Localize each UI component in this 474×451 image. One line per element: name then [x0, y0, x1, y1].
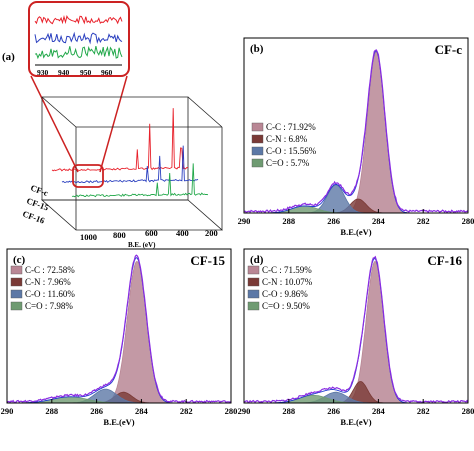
legend-swatch — [10, 289, 23, 299]
x-tick-label: 200 — [205, 228, 218, 238]
inset-tick-label: 930 — [37, 68, 49, 77]
box-edge — [41, 96, 77, 128]
legend-entry: C-C : 71.92% — [266, 122, 316, 132]
spectrum-cf-15 — [61, 145, 199, 184]
x-tick-label: 1000 — [80, 232, 97, 242]
panel-letter: (c) — [13, 254, 26, 266]
measured-spectrum — [7, 254, 231, 403]
x-tick-label: 282 — [180, 406, 193, 416]
depth-label-cf-c: CF-c — [29, 182, 49, 198]
panel-letter: (d) — [250, 254, 264, 266]
legend-entry: C-C : 72.58% — [25, 265, 75, 275]
x-tick-label: 286 — [327, 216, 340, 226]
inset-trace-cf-15 — [34, 31, 123, 45]
x-axis-title: B.E.(eV) — [340, 227, 371, 237]
spectrum-cf-c — [51, 108, 189, 172]
component-peak-c-c — [7, 261, 231, 403]
x-tick-label: 290 — [238, 406, 251, 416]
x-axis-title: B.E.(eV) — [340, 417, 371, 427]
legend-entry: C-N : 7.96% — [25, 277, 71, 287]
3d-plot-box — [40, 96, 224, 231]
legend-swatch — [10, 277, 23, 287]
inset-tick-label: 940 — [58, 68, 70, 77]
panel-a-letter: (a) — [2, 51, 15, 63]
component-peak-c-o — [7, 388, 231, 403]
panel-c: 290 288 286 284 282 280 B.E.(eV) (c) CF-15 C-C : … — [1, 248, 238, 427]
x-tick-label: 288 — [282, 406, 295, 416]
plot-area — [244, 255, 468, 403]
legend-entry: C=O : 7.98% — [25, 301, 73, 311]
plot-frame — [243, 248, 469, 404]
panel-d: 290 288 286 284 282 280 B.E.(eV) (d) CF-16 C-C : … — [238, 248, 474, 427]
box-back-face — [41, 96, 189, 201]
legend-entry: C-C : 71.59% — [262, 265, 312, 275]
sample-title: CF-16 — [427, 253, 462, 268]
plot-area — [244, 49, 468, 213]
x-tick-label: 400 — [176, 228, 189, 238]
x-tick-label: 288 — [282, 216, 295, 226]
x-tick-label: 286 — [327, 406, 340, 416]
plot-frame — [243, 37, 469, 214]
inset-tick-label: 960 — [101, 68, 113, 77]
measured-spectrum — [244, 255, 468, 403]
inset-trace-cf-16 — [34, 45, 123, 60]
legend-swatch — [10, 301, 23, 311]
legend-swatch — [247, 277, 260, 287]
component-peak-c-o — [244, 184, 468, 213]
legend-swatch — [251, 158, 264, 168]
legend-entry: C-N : 6.8% — [266, 134, 308, 144]
inset-tick-label: 950 — [80, 68, 92, 77]
spectrum-cf-16 — [71, 163, 209, 198]
x-axis-title: B.E. (eV) — [128, 241, 156, 249]
x-tick-label: 280 — [462, 216, 474, 226]
legend-swatch — [247, 289, 260, 299]
zoom-connector-right — [99, 75, 128, 173]
legend-swatch — [247, 265, 260, 275]
x-tick-label: 600 — [145, 228, 158, 238]
legend-entry: C-O : 9.86% — [262, 289, 308, 299]
plot-frame — [6, 248, 232, 404]
highlight-region — [72, 164, 104, 188]
legend-swatch — [10, 265, 23, 275]
sample-title: CF-c — [435, 42, 463, 57]
x-tick-label: 286 — [90, 406, 103, 416]
legend-entry: C=O : 9.50% — [262, 301, 310, 311]
legend-swatch — [251, 122, 264, 132]
x-tick-label: 800 — [113, 230, 126, 240]
box-floor — [40, 199, 224, 231]
legend-entry: C-O : 15.56% — [266, 146, 317, 156]
legend-entry: C-O : 11.60% — [25, 289, 75, 299]
inset-zoom: 930 940 950 960 — [28, 1, 130, 77]
x-axis-title: B.E.(eV) — [103, 417, 134, 427]
x-tick-label: 284 — [372, 216, 386, 226]
panel-b: 290 288 286 284 282 280 B.E.(eV) (b) CF-c C-C : 7… — [238, 37, 474, 237]
component-peak-c-n — [244, 198, 468, 213]
x-tick-label: 282 — [417, 216, 430, 226]
legend-swatch — [247, 301, 260, 311]
inset-trace-cf-c — [34, 15, 123, 25]
fit-envelope — [244, 50, 468, 213]
x-tick-label: 288 — [45, 406, 58, 416]
legend-swatch — [251, 134, 264, 144]
sample-title: CF-15 — [190, 253, 225, 268]
measured-spectrum — [244, 49, 468, 213]
component-peak-c-o — [244, 391, 468, 403]
x-tick-label: 280 — [225, 406, 238, 416]
x-tick-label: 284 — [372, 406, 386, 416]
x-tick-label: 290 — [1, 406, 14, 416]
panel-letter: (b) — [250, 43, 264, 55]
component-peak-c-c — [244, 51, 468, 213]
component-peak-c-n — [244, 381, 468, 403]
panel-a: (a) 930 940 950 960 — [2, 1, 224, 249]
legend-entry: C-N : 10.07% — [262, 277, 313, 287]
x-tick-label: 290 — [238, 216, 251, 226]
x-tick-label: 282 — [417, 406, 430, 416]
zoom-connector-left — [30, 75, 79, 173]
legend-swatch — [251, 146, 264, 156]
box-edge — [187, 96, 223, 128]
legend-entry: C=O : 5.7% — [266, 158, 310, 168]
x-tick-label: 280 — [462, 406, 474, 416]
x-tick-label: 284 — [135, 406, 149, 416]
